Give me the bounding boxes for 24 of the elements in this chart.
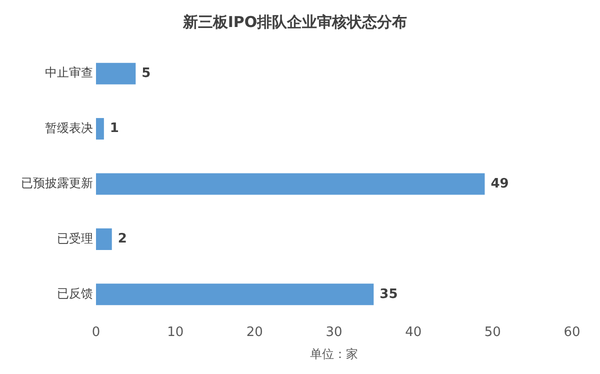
data-label: 5 (142, 66, 151, 81)
data-label: 49 (490, 176, 509, 192)
x-tick-label: 60 (564, 325, 580, 340)
x-tick-label: 30 (326, 325, 342, 340)
data-label: 2 (118, 232, 127, 247)
bar (96, 118, 104, 140)
x-tick-label: 40 (405, 325, 422, 340)
y-tick-label: 已预披露更新 (21, 176, 93, 190)
x-tick-label: 50 (484, 325, 501, 340)
y-tick-label: 已受理 (57, 231, 93, 246)
data-label: 35 (380, 286, 398, 302)
data-label: 1 (110, 121, 119, 136)
bar (96, 62, 136, 84)
y-tick-label: 暂缓表决 (45, 120, 93, 135)
x-tick-label: 0 (92, 325, 100, 340)
y-tick-label: 已反馈 (57, 286, 93, 301)
y-tick-label: 中止审查 (45, 66, 93, 80)
x-tick-label: 10 (167, 325, 184, 340)
bar (96, 173, 485, 195)
x-tick-label: 20 (246, 325, 263, 340)
chart-title: 新三板IPO排队企业审核状态分布 (182, 12, 408, 31)
x-axis-title: 单位：家 (310, 346, 358, 361)
bar (96, 228, 112, 250)
bar (96, 284, 374, 306)
